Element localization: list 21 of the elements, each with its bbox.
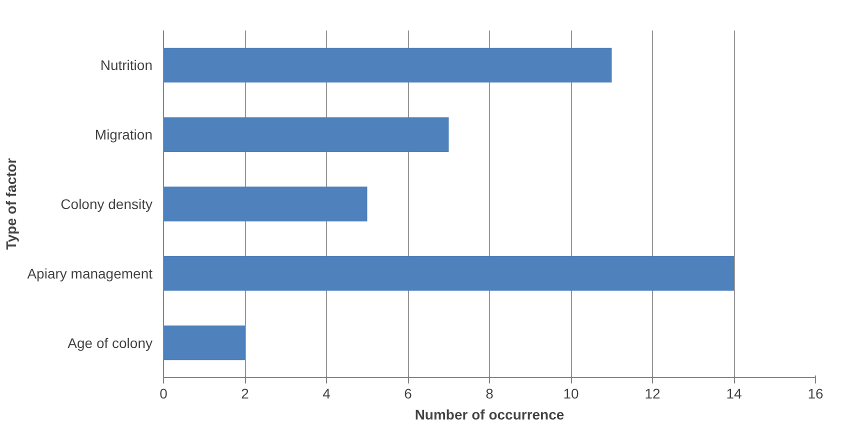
x-tick-label: 16 (808, 386, 824, 402)
y-tick-label: Age of colony (68, 334, 153, 351)
y-tick-label: Migration (94, 126, 153, 143)
bar (164, 117, 449, 152)
x-tick-label: 14 (726, 386, 742, 402)
y-tick-label: Colony density (60, 196, 152, 212)
x-tick-label: 10 (563, 386, 579, 402)
bar (164, 325, 245, 360)
bar (164, 186, 368, 222)
y-tick-label: Nutrition (100, 57, 153, 74)
x-tick-label: 8 (486, 386, 494, 402)
x-tick-label: 2 (241, 386, 250, 402)
y-tick-label: Apiary management (27, 265, 153, 282)
x-tick-label: 12 (644, 386, 660, 402)
x-tick-label: 4 (322, 386, 331, 402)
x-tick-label: 0 (160, 386, 168, 402)
x-axis-title: Number of occurrence (414, 406, 564, 422)
bar (164, 48, 612, 83)
bar (164, 256, 734, 291)
x-tick-label: 6 (404, 386, 412, 402)
y-axis-title: Type of factor (3, 158, 20, 250)
